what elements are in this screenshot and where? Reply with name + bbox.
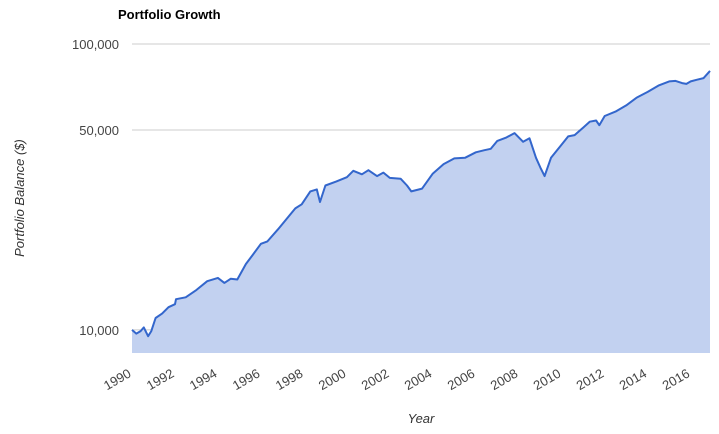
y-axis-label: Portfolio Balance ($) [12,139,27,257]
x-tick-label: 2012 [574,366,607,393]
x-tick-label: 1998 [273,366,306,393]
x-tick-label: 2006 [445,366,478,393]
series-line [131,70,711,338]
area-fill [132,70,710,354]
x-tick-label: 2008 [488,366,521,393]
chart-title: Portfolio Growth [118,7,221,22]
y-tick-label: 10,000 [79,323,119,338]
y-axis-ticks: 100,000 50,000 10,000 [72,37,119,338]
x-axis-label: Year [408,411,435,426]
x-tick-label: 2004 [402,366,435,393]
x-tick-label: 1990 [101,366,134,393]
series-area [131,70,711,354]
x-tick-label: 2002 [359,366,392,393]
y-tick-label: 100,000 [72,37,119,52]
x-tick-label: 1996 [230,366,263,393]
x-axis-ticks: 1990 1992 1994 1996 1998 2000 2002 2004 2006 2008… [101,366,692,393]
x-tick-label: 2000 [316,366,349,393]
x-tick-label: 2016 [660,366,693,393]
x-tick-label: 2014 [617,366,650,393]
x-tick-label: 1992 [144,366,177,393]
x-tick-label: 2010 [531,366,564,393]
x-tick-label: 1994 [187,366,220,393]
y-tick-label: 50,000 [79,123,119,138]
